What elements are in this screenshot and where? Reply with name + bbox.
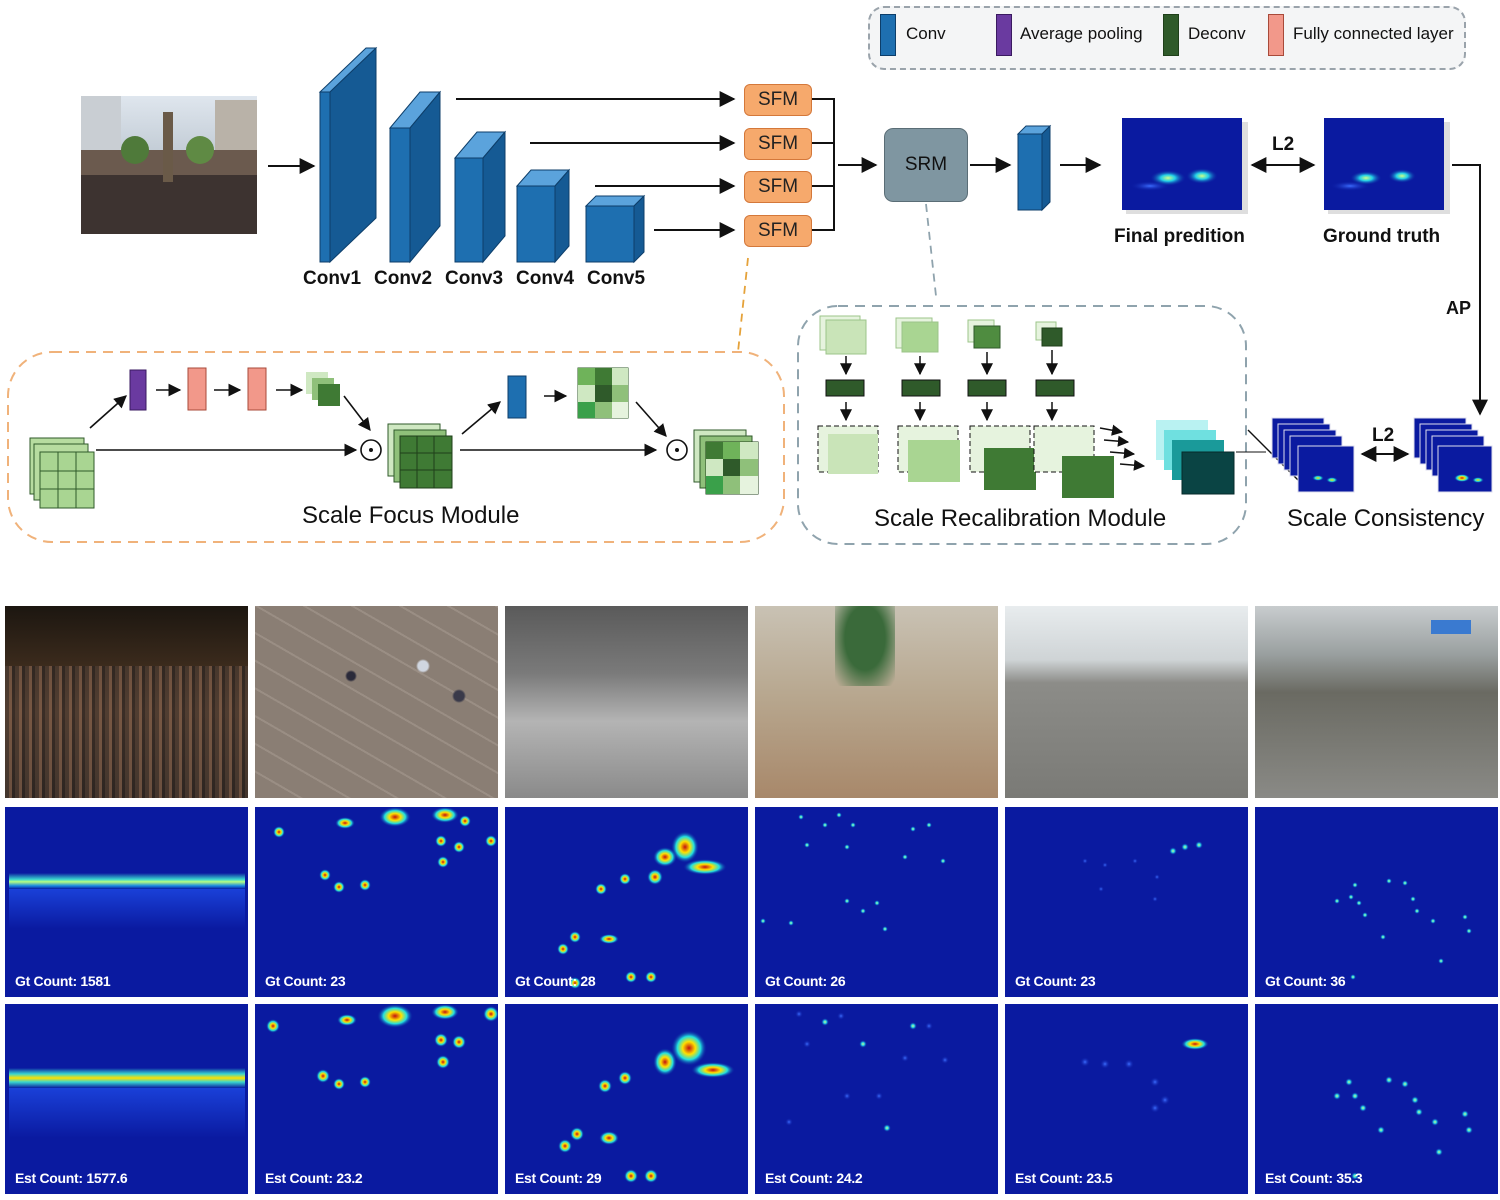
gt-count-5: Gt Count: 23 bbox=[1015, 973, 1096, 989]
scale-consistency-title: Scale Consistency bbox=[1287, 505, 1485, 532]
l2-loss-bottom-label: L2 bbox=[1372, 425, 1395, 446]
sfm-output-grid bbox=[693, 429, 759, 495]
gt-density-map-1: Gt Count: 1581 bbox=[5, 807, 248, 997]
gt-count-3: Gt Count: 28 bbox=[515, 973, 596, 989]
scale-recalibration-module-box bbox=[797, 305, 1247, 545]
example-photo-3 bbox=[505, 606, 748, 798]
srm-output-stack bbox=[1156, 420, 1235, 495]
legend-avg-pool-label: Average pooling bbox=[1020, 24, 1143, 43]
legend-conv-swatch bbox=[880, 14, 896, 56]
conv4-block bbox=[515, 168, 571, 264]
est-count-1: Est Count: 1577.6 bbox=[15, 1170, 128, 1186]
est-density-map-2: Est Count: 23.2 bbox=[255, 1004, 498, 1194]
l2-loss-top-label: L2 bbox=[1272, 134, 1295, 155]
gt-density-map-3: Gt Count: 28 bbox=[505, 807, 748, 997]
legend-deconv-swatch bbox=[1163, 14, 1179, 56]
legend-conv-label: Conv bbox=[906, 24, 946, 43]
conv1-block bbox=[318, 46, 378, 264]
ap-label: AP bbox=[1446, 298, 1472, 318]
scale-recalibration-module-title: Scale Recalibration Module bbox=[874, 505, 1167, 532]
ground-truth-label: Ground truth bbox=[1323, 226, 1441, 247]
gt-count-1: Gt Count: 1581 bbox=[15, 973, 111, 989]
est-density-map-4: Est Count: 24.2 bbox=[755, 1004, 998, 1194]
conv3-label: Conv3 bbox=[445, 268, 504, 289]
est-density-map-6: Est Count: 35.3 bbox=[1255, 1004, 1498, 1194]
legend-avg-pool-swatch bbox=[996, 14, 1012, 56]
input-crowd-image bbox=[81, 96, 257, 234]
gt-density-map-6: Gt Count: 36 bbox=[1255, 807, 1498, 997]
example-photo-1 bbox=[5, 606, 248, 798]
srm-deconv-blocks bbox=[825, 379, 1075, 397]
legend-deconv-label: Deconv bbox=[1188, 24, 1246, 43]
sfm-input-grid bbox=[29, 437, 95, 509]
gt-density-map-2: Gt Count: 23 bbox=[255, 807, 498, 997]
est-count-5: Est Count: 23.5 bbox=[1015, 1170, 1113, 1186]
scale-consistency-stack-left bbox=[1271, 417, 1355, 493]
final-prediction-label: Final predition bbox=[1114, 226, 1245, 247]
elementwise-multiply-icon-1 bbox=[360, 439, 382, 461]
scale-focus-module-title: Scale Focus Module bbox=[302, 502, 520, 529]
conv2-label: Conv2 bbox=[374, 268, 433, 289]
example-photo-5 bbox=[1005, 606, 1248, 798]
spatial-attention-grid bbox=[577, 367, 629, 419]
sfm-weighted-grid bbox=[387, 423, 453, 489]
srm-upsampled-features bbox=[817, 425, 1114, 498]
example-photo-6 bbox=[1255, 606, 1498, 798]
gt-count-4: Gt Count: 26 bbox=[765, 973, 846, 989]
est-count-4: Est Count: 24.2 bbox=[765, 1170, 863, 1186]
conv5-label: Conv5 bbox=[587, 268, 646, 289]
example-photo-2 bbox=[255, 606, 498, 798]
ground-truth-map bbox=[1324, 118, 1450, 214]
est-density-map-1: Est Count: 1577.6 bbox=[5, 1004, 248, 1194]
sfm-block-3: SFM bbox=[744, 171, 812, 203]
scale-focus-module-box bbox=[7, 351, 785, 543]
sfm-block-4: SFM bbox=[744, 215, 812, 247]
fc-icon-2 bbox=[247, 367, 267, 411]
conv3-block bbox=[453, 130, 507, 264]
conv5-block bbox=[584, 194, 646, 264]
sfm-block-2: SFM bbox=[744, 128, 812, 160]
legend-fc-label: Fully connected layer bbox=[1293, 24, 1454, 43]
conv2-block bbox=[388, 90, 442, 264]
avg-pool-icon bbox=[129, 369, 147, 411]
gt-count-2: Gt Count: 23 bbox=[265, 973, 346, 989]
fc-icon-1 bbox=[187, 367, 207, 411]
example-photo-4 bbox=[755, 606, 998, 798]
est-density-map-5: Est Count: 23.5 bbox=[1005, 1004, 1248, 1194]
legend-fc-swatch bbox=[1268, 14, 1284, 56]
gt-count-6: Gt Count: 36 bbox=[1265, 973, 1346, 989]
est-density-map-3: Est Count: 29 bbox=[505, 1004, 748, 1194]
sfm-block-1: SFM bbox=[744, 84, 812, 116]
scale-consistency-stack-right bbox=[1413, 417, 1493, 493]
est-count-6: Est Count: 35.3 bbox=[1265, 1170, 1363, 1186]
final-prediction-map bbox=[1122, 118, 1248, 214]
gt-density-map-5: Gt Count: 23 bbox=[1005, 807, 1248, 997]
est-count-2: Est Count: 23.2 bbox=[265, 1170, 363, 1186]
gt-density-map-4: Gt Count: 26 bbox=[755, 807, 998, 997]
srm-input-features bbox=[819, 315, 1063, 355]
output-conv-block bbox=[1016, 124, 1052, 212]
conv1-label: Conv1 bbox=[303, 268, 362, 289]
est-count-3: Est Count: 29 bbox=[515, 1170, 602, 1186]
conv4-label: Conv4 bbox=[516, 268, 575, 289]
attention-weight-stack bbox=[306, 372, 340, 406]
elementwise-multiply-icon-2 bbox=[666, 439, 688, 461]
sfm-conv-icon bbox=[507, 375, 527, 419]
srm-block: SRM bbox=[884, 128, 968, 202]
